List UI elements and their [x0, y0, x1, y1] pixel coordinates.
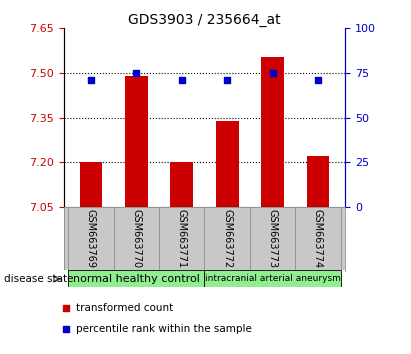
Point: [88, 77, 94, 83]
Point: [269, 70, 276, 76]
Point: [62, 326, 69, 332]
Text: disease state: disease state: [4, 274, 74, 284]
Text: GSM663772: GSM663772: [222, 209, 232, 268]
Text: transformed count: transformed count: [76, 303, 173, 313]
Point: [178, 77, 185, 83]
Point: [315, 77, 321, 83]
Point: [224, 77, 231, 83]
Bar: [125, 76, 148, 207]
Text: percentile rank within the sample: percentile rank within the sample: [76, 324, 252, 334]
Bar: [307, 156, 329, 207]
Text: GSM663773: GSM663773: [268, 209, 277, 268]
Point: [62, 305, 69, 311]
Text: GSM663774: GSM663774: [313, 209, 323, 268]
Bar: [80, 162, 102, 207]
Title: GDS3903 / 235664_at: GDS3903 / 235664_at: [128, 13, 281, 27]
Bar: [261, 57, 284, 207]
Text: GSM663771: GSM663771: [177, 209, 187, 268]
Bar: [171, 162, 193, 207]
Text: GSM663770: GSM663770: [132, 209, 141, 268]
Text: normal healthy control: normal healthy control: [73, 274, 200, 284]
Point: [133, 70, 140, 76]
Bar: [68, 270, 205, 287]
Bar: [205, 270, 341, 287]
Text: GSM663769: GSM663769: [86, 209, 96, 268]
Bar: [216, 121, 238, 207]
Text: intracranial arterial aneurysm: intracranial arterial aneurysm: [205, 274, 341, 284]
